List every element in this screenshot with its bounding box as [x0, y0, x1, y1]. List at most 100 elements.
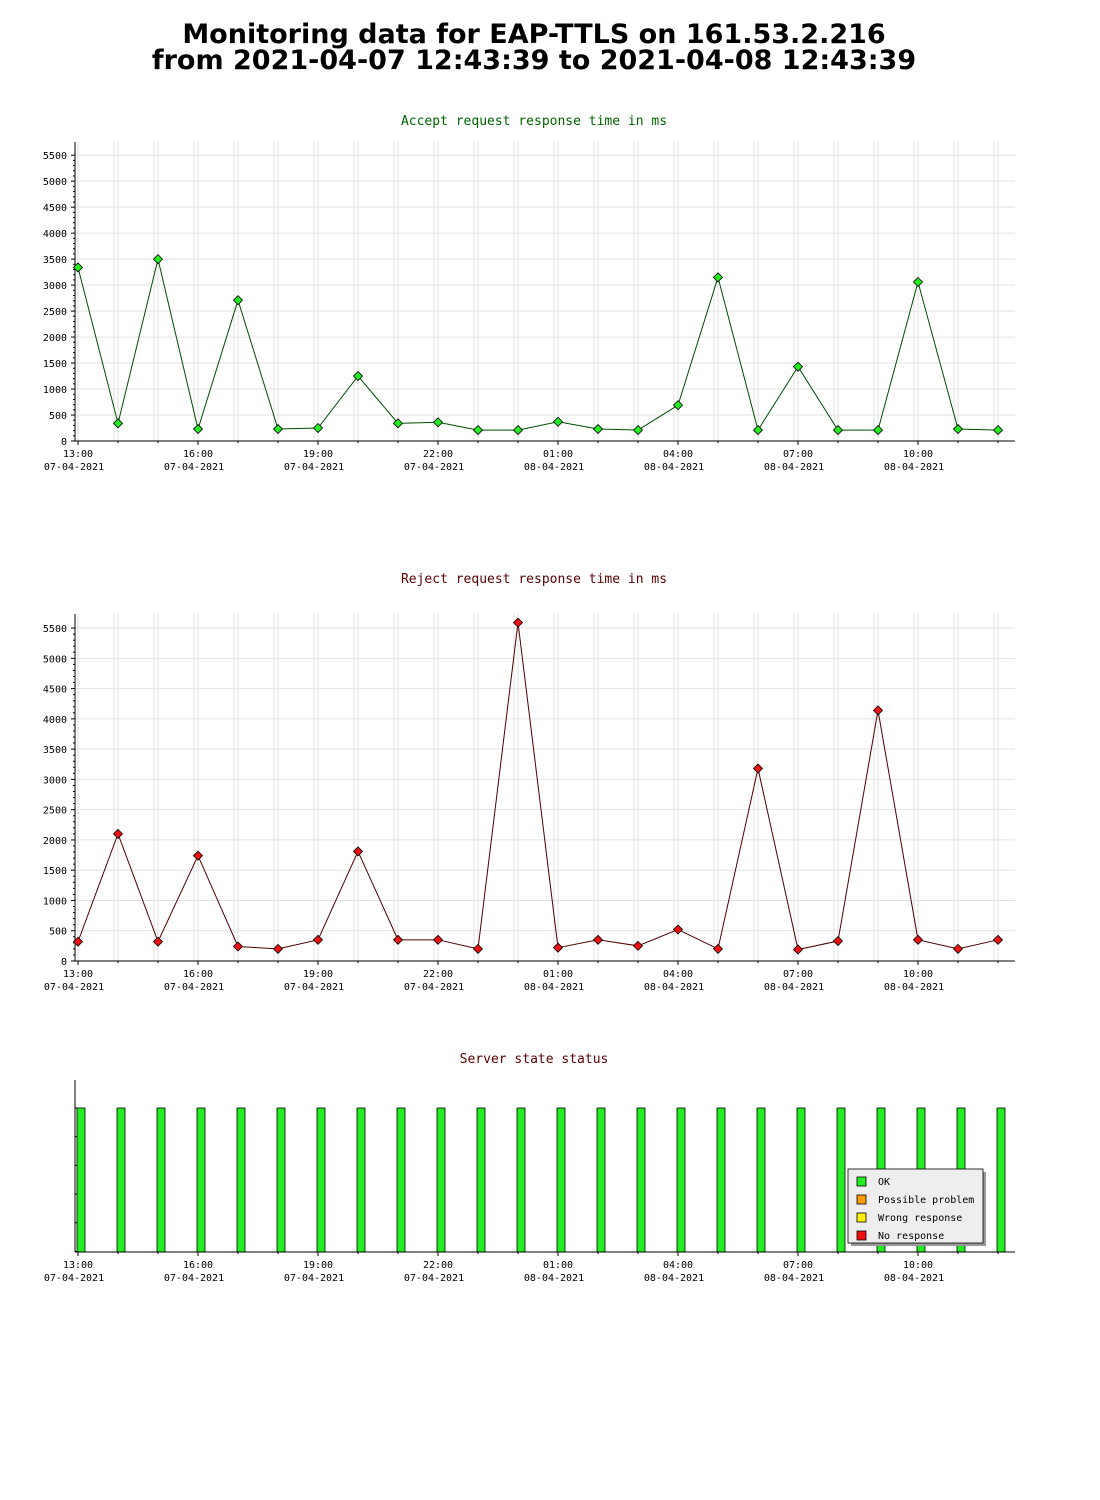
- series-line: [77, 622, 999, 951]
- x-tick-label-date: 07-04-2021: [404, 462, 464, 473]
- x-tick-label-date: 08-04-2021: [644, 1273, 704, 1284]
- x-tick-label-date: 07-04-2021: [284, 982, 344, 993]
- data-point: [152, 936, 164, 947]
- chart-title: Accept request response time in ms: [401, 114, 667, 129]
- status-bar: [276, 1107, 286, 1253]
- x-tick-label-date: 07-04-2021: [44, 982, 104, 993]
- data-point: [512, 425, 524, 436]
- data-point: [792, 944, 804, 955]
- data-point: [592, 934, 604, 945]
- data-point: [552, 416, 564, 427]
- x-tick-label-time: 22:00: [423, 1260, 453, 1271]
- x-tick-label-time: 19:00: [303, 1260, 333, 1271]
- x-tick-label-date: 07-04-2021: [284, 1273, 344, 1284]
- x-tick-label-time: 04:00: [663, 449, 693, 460]
- x-tick-label-date: 07-04-2021: [164, 1273, 224, 1284]
- data-point: [352, 846, 364, 857]
- y-tick-label: 3500: [43, 745, 67, 756]
- x-tick-label-date: 07-04-2021: [44, 1273, 104, 1284]
- x-tick-label-date: 07-04-2021: [164, 982, 224, 993]
- x-tick-label-time: 01:00: [543, 969, 573, 980]
- data-point: [872, 705, 884, 716]
- data-point: [832, 935, 844, 947]
- x-tick-label-time: 13:00: [63, 1260, 93, 1271]
- data-point: [752, 763, 764, 774]
- legend-swatch: [856, 1230, 867, 1241]
- y-tick-label: 4000: [43, 229, 67, 240]
- y-tick-label: 500: [49, 411, 67, 422]
- data-point: [712, 943, 724, 954]
- y-tick-label: 0: [61, 437, 67, 448]
- status-bar: [356, 1107, 366, 1253]
- y-tick-label: 1500: [43, 359, 67, 370]
- status-bar: [596, 1107, 606, 1253]
- data-point: [72, 936, 84, 947]
- x-tick-label-time: 16:00: [183, 1260, 213, 1271]
- x-tick-label-time: 04:00: [663, 1260, 693, 1271]
- y-tick-label: 2000: [43, 836, 67, 847]
- x-tick-label-date: 08-04-2021: [524, 1273, 584, 1284]
- status-bar: [116, 1107, 126, 1253]
- data-point: [432, 934, 444, 945]
- data-point: [392, 418, 404, 429]
- x-tick-label-time: 07:00: [783, 449, 813, 460]
- legend-label: No response: [878, 1231, 944, 1242]
- x-tick-label-time: 04:00: [663, 969, 693, 980]
- x-tick-label-date: 08-04-2021: [884, 462, 944, 473]
- data-point: [192, 850, 204, 861]
- y-tick-label: 2500: [43, 806, 67, 817]
- x-tick-label-time: 01:00: [543, 449, 573, 460]
- page-title: Monitoring data for EAP-TTLS on 161.53.2…: [0, 19, 1068, 76]
- x-tick-label-date: 08-04-2021: [764, 1273, 824, 1284]
- legend-swatch: [856, 1212, 867, 1223]
- x-tick-label-date: 07-04-2021: [404, 1273, 464, 1284]
- data-point: [832, 425, 844, 436]
- x-tick-label-time: 19:00: [303, 449, 333, 460]
- data-point: [632, 940, 644, 951]
- data-point: [712, 272, 724, 283]
- status-bar: [636, 1107, 646, 1253]
- reject-response-time-chart: Reject request response time in ms 0 500 10…: [43, 572, 1015, 993]
- y-tick-label: 2500: [43, 307, 67, 318]
- status-bar: [436, 1107, 446, 1253]
- status-bar: [396, 1107, 406, 1253]
- x-tick-label-time: 19:00: [303, 969, 333, 980]
- data-point: [672, 924, 684, 935]
- x-tick-label-date: 08-04-2021: [524, 982, 584, 993]
- x-tick-label-date: 08-04-2021: [764, 982, 824, 993]
- y-tick-label: 5500: [43, 624, 67, 635]
- y-tick-label: 1500: [43, 866, 67, 877]
- accept-response-time-chart: Accept request response time in ms 0 500 10…: [43, 114, 1015, 473]
- x-tick-label-time: 22:00: [423, 969, 453, 980]
- y-tick-label: 500: [49, 927, 67, 938]
- data-point: [912, 934, 924, 945]
- x-tick-label-date: 07-04-2021: [164, 462, 224, 473]
- x-tick-label-time: 16:00: [183, 969, 213, 980]
- status-bar: [996, 1107, 1006, 1253]
- status-bar: [516, 1107, 526, 1253]
- status-bar: [556, 1107, 566, 1253]
- page-title-line-2: from 2021-04-07 12:43:39 to 2021-04-08 1…: [151, 45, 917, 76]
- x-tick-label-time: 22:00: [423, 449, 453, 460]
- x-tick-label-date: 08-04-2021: [644, 982, 704, 993]
- data-point: [192, 423, 204, 435]
- x-tick-label-time: 13:00: [63, 449, 93, 460]
- data-point: [992, 934, 1004, 945]
- page-title-line-1: Monitoring data for EAP-TTLS on 161.53.2…: [182, 19, 886, 50]
- x-tick-label-time: 10:00: [903, 449, 933, 460]
- chart-title: Server state status: [460, 1052, 609, 1067]
- status-bar: [676, 1107, 686, 1253]
- data-point: [392, 934, 404, 945]
- y-tick-label: 4500: [43, 685, 67, 696]
- data-point: [472, 425, 484, 436]
- data-point: [272, 943, 284, 954]
- data-point: [272, 423, 284, 435]
- data-point: [912, 276, 924, 288]
- status-bar: [476, 1107, 486, 1253]
- y-tick-label: 0: [61, 957, 67, 968]
- y-tick-label: 5000: [43, 654, 67, 665]
- data-point: [112, 828, 124, 839]
- x-tick-label-date: 07-04-2021: [284, 462, 344, 473]
- y-tick-label: 5000: [43, 177, 67, 188]
- y-tick-label: 3000: [43, 775, 67, 786]
